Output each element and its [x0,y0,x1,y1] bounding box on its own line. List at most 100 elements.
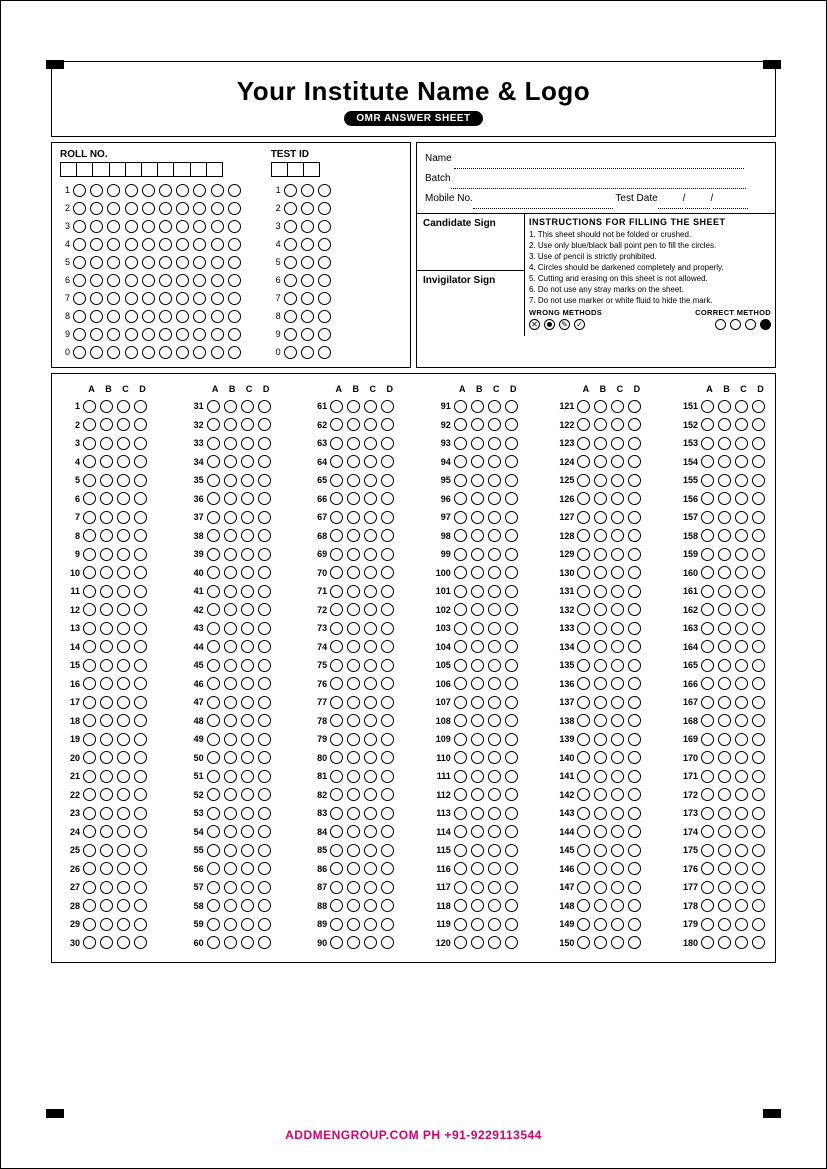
answer-bubble[interactable] [258,437,271,450]
bubble[interactable] [107,256,120,269]
answer-bubble[interactable] [364,807,377,820]
answer-bubble[interactable] [241,548,254,561]
bubble[interactable] [228,292,241,305]
bubble[interactable] [73,328,86,341]
bubble[interactable] [73,274,86,287]
answer-bubble[interactable] [364,733,377,746]
answer-bubble[interactable] [330,770,343,783]
answer-bubble[interactable] [454,751,467,764]
answer-bubble[interactable] [752,418,765,431]
answer-bubble[interactable] [117,825,130,838]
answer-bubble[interactable] [611,511,624,524]
answer-bubble[interactable] [224,770,237,783]
answer-bubble[interactable] [224,881,237,894]
answer-bubble[interactable] [488,825,501,838]
answer-bubble[interactable] [117,936,130,949]
answer-bubble[interactable] [752,474,765,487]
answer-bubble[interactable] [577,418,590,431]
bubble[interactable] [193,274,206,287]
answer-bubble[interactable] [577,659,590,672]
answer-bubble[interactable] [241,862,254,875]
answer-bubble[interactable] [488,733,501,746]
answer-bubble[interactable] [381,825,394,838]
bubble[interactable] [73,202,86,215]
answer-bubble[interactable] [381,714,394,727]
answer-bubble[interactable] [735,585,748,598]
answer-bubble[interactable] [454,603,467,616]
answer-bubble[interactable] [752,825,765,838]
answer-bubble[interactable] [134,640,147,653]
answer-bubble[interactable] [628,807,641,820]
answer-bubble[interactable] [347,918,360,931]
answer-bubble[interactable] [718,492,731,505]
bubble[interactable] [318,346,331,359]
answer-bubble[interactable] [628,696,641,709]
answer-bubble[interactable] [735,659,748,672]
answer-bubble[interactable] [505,881,518,894]
answer-bubble[interactable] [117,881,130,894]
answer-bubble[interactable] [577,455,590,468]
answer-bubble[interactable] [752,733,765,746]
bubble[interactable] [193,346,206,359]
answer-bubble[interactable] [611,714,624,727]
answer-bubble[interactable] [594,659,607,672]
answer-bubble[interactable] [628,751,641,764]
answer-bubble[interactable] [488,899,501,912]
answer-bubble[interactable] [701,400,714,413]
answer-bubble[interactable] [505,807,518,820]
answer-bubble[interactable] [347,492,360,505]
answer-bubble[interactable] [628,437,641,450]
answer-bubble[interactable] [258,696,271,709]
answer-bubble[interactable] [241,714,254,727]
answer-bubble[interactable] [611,807,624,820]
answer-bubble[interactable] [628,899,641,912]
answer-bubble[interactable] [735,899,748,912]
answer-bubble[interactable] [207,511,220,524]
answer-bubble[interactable] [718,881,731,894]
answer-bubble[interactable] [488,622,501,635]
answer-bubble[interactable] [505,529,518,542]
answer-bubble[interactable] [611,437,624,450]
answer-bubble[interactable] [100,492,113,505]
answer-bubble[interactable] [628,862,641,875]
answer-bubble[interactable] [505,899,518,912]
answer-bubble[interactable] [505,492,518,505]
answer-bubble[interactable] [117,862,130,875]
answer-bubble[interactable] [718,733,731,746]
bubble[interactable] [284,310,297,323]
answer-bubble[interactable] [488,788,501,801]
bubble[interactable] [142,202,155,215]
answer-bubble[interactable] [100,770,113,783]
answer-bubble[interactable] [594,511,607,524]
answer-bubble[interactable] [347,899,360,912]
answer-bubble[interactable] [454,677,467,690]
answer-bubble[interactable] [611,492,624,505]
answer-bubble[interactable] [347,640,360,653]
bubble[interactable] [318,274,331,287]
answer-bubble[interactable] [718,640,731,653]
answer-bubble[interactable] [258,825,271,838]
answer-bubble[interactable] [381,788,394,801]
answer-bubble[interactable] [83,714,96,727]
answer-bubble[interactable] [224,751,237,764]
bubble[interactable] [125,184,138,197]
answer-bubble[interactable] [718,788,731,801]
answer-bubble[interactable] [701,881,714,894]
answer-bubble[interactable] [224,714,237,727]
answer-bubble[interactable] [364,899,377,912]
answer-bubble[interactable] [594,677,607,690]
answer-bubble[interactable] [611,418,624,431]
answer-bubble[interactable] [100,511,113,524]
answer-bubble[interactable] [611,640,624,653]
answer-bubble[interactable] [207,918,220,931]
entry-cell[interactable] [206,162,223,177]
answer-bubble[interactable] [488,603,501,616]
bubble[interactable] [193,256,206,269]
answer-bubble[interactable] [241,622,254,635]
entry-cell[interactable] [60,162,77,177]
answer-bubble[interactable] [330,437,343,450]
answer-bubble[interactable] [83,529,96,542]
answer-bubble[interactable] [330,418,343,431]
answer-bubble[interactable] [735,418,748,431]
answer-bubble[interactable] [471,659,484,672]
